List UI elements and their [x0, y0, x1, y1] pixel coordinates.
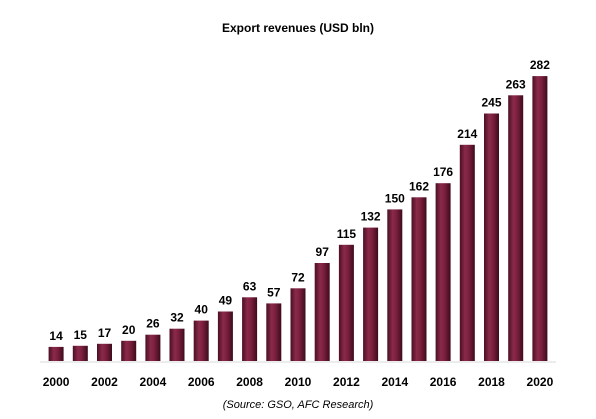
value-label-2006: 40 [195, 303, 209, 317]
bar-2001 [72, 345, 88, 361]
value-label-2014: 150 [385, 191, 405, 205]
bar-2006 [193, 320, 209, 361]
x-tick-label-2006: 2006 [188, 375, 215, 389]
bar-2003 [121, 340, 137, 361]
value-label-2013: 132 [361, 210, 381, 224]
value-label-2011: 97 [316, 245, 330, 259]
bar-2019 [508, 95, 524, 362]
value-label-2009: 57 [267, 285, 281, 299]
value-label-2003: 20 [122, 323, 136, 337]
bar-2020 [532, 76, 548, 361]
bar-2013 [363, 227, 379, 361]
bar-2007 [217, 311, 233, 361]
bar-2012 [338, 244, 354, 361]
x-tick-label-2014: 2014 [381, 375, 408, 389]
bar-2005 [169, 328, 185, 361]
value-labels-group: 14 15 17 20 26 32 40 49 63 57 72 97 115 132 150 162 176 2… [49, 58, 550, 343]
value-label-2017: 214 [457, 127, 477, 141]
bar-2016 [435, 183, 451, 361]
value-label-2020: 282 [530, 58, 550, 72]
value-label-2012: 115 [337, 227, 357, 241]
bar-2000 [48, 346, 64, 361]
value-label-2008: 63 [243, 279, 257, 293]
value-label-2010: 72 [291, 270, 305, 284]
bar-2010 [290, 288, 306, 361]
bar-2015 [411, 197, 427, 361]
x-tick-labels-group: 2000 2002 2004 2006 2008 2010 2012 2014 2016 2018… [43, 375, 554, 389]
value-label-2002: 17 [98, 326, 112, 340]
value-label-2019: 263 [506, 77, 526, 91]
x-tick-label-2000: 2000 [43, 375, 70, 389]
value-label-2015: 162 [409, 179, 429, 193]
value-label-2005: 32 [170, 311, 184, 325]
value-label-2000: 14 [49, 329, 63, 343]
bar-2008 [242, 297, 258, 361]
x-tick-label-2018: 2018 [478, 375, 505, 389]
x-tick-label-2020: 2020 [527, 375, 554, 389]
value-label-2004: 26 [146, 317, 160, 331]
x-tick-label-2010: 2010 [285, 375, 312, 389]
value-label-2007: 49 [219, 294, 233, 308]
chart-title: Export revenues (USD bln) [222, 21, 374, 35]
bars-group [48, 76, 548, 362]
bar-2011 [314, 263, 330, 361]
source-note: (Source: GSO, AFC Research) [223, 399, 374, 411]
value-label-2016: 176 [433, 165, 453, 179]
bar-2018 [484, 113, 499, 361]
x-tick-label-2012: 2012 [333, 375, 360, 389]
x-tick-label-2004: 2004 [140, 375, 167, 389]
bar-2009 [266, 303, 282, 361]
value-label-2001: 15 [74, 328, 88, 342]
bar-2014 [387, 209, 403, 361]
bar-2017 [459, 144, 475, 361]
value-label-2018: 245 [481, 96, 501, 110]
x-tick-label-2008: 2008 [236, 375, 263, 389]
bar-2004 [145, 334, 161, 361]
x-tick-label-2002: 2002 [91, 375, 118, 389]
x-tick-label-2016: 2016 [430, 375, 457, 389]
bar-2002 [97, 343, 112, 361]
